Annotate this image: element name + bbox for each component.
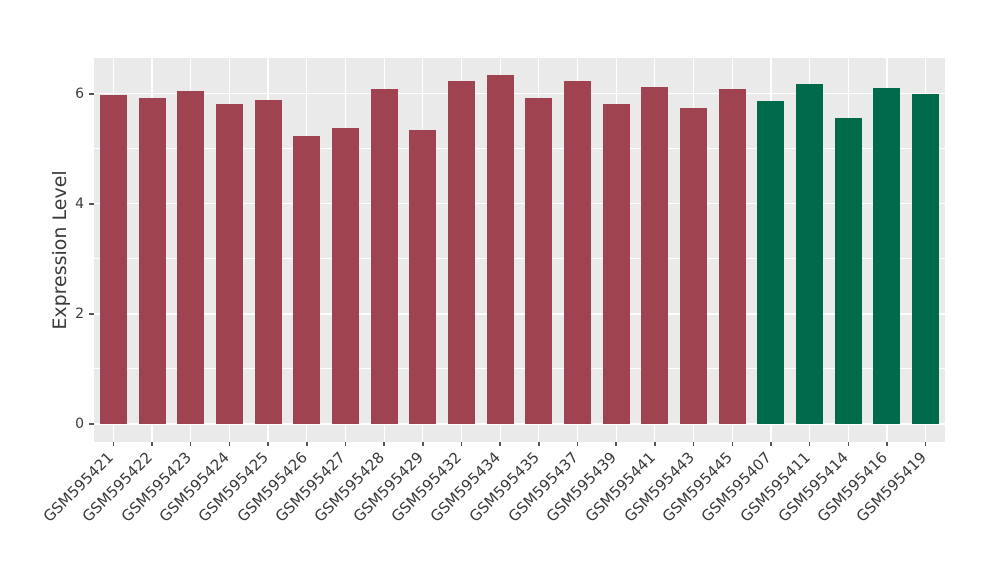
minor-gridline	[94, 148, 945, 150]
x-tick	[344, 442, 347, 446]
bar	[254, 100, 282, 424]
x-tick	[228, 442, 231, 446]
x-tick	[422, 442, 424, 446]
y-axis-title: Expression Level	[49, 170, 71, 330]
major-gridline	[94, 313, 945, 315]
major-gridline	[94, 93, 945, 95]
x-tick	[924, 442, 927, 446]
y-tick	[89, 203, 94, 205]
bar	[331, 127, 359, 424]
y-tick-label: 4	[75, 195, 84, 212]
x-tick	[306, 442, 308, 446]
bar	[718, 89, 746, 424]
x-tick	[267, 442, 269, 446]
bar	[641, 87, 669, 424]
major-gridline	[94, 203, 945, 205]
x-tick	[615, 442, 617, 446]
bar	[680, 107, 708, 424]
x-tick	[576, 442, 579, 446]
bar	[525, 98, 553, 424]
y-tick-label: 2	[75, 305, 84, 322]
y-tick	[89, 93, 94, 95]
bar	[447, 80, 475, 424]
y-tick	[89, 423, 94, 425]
y-tick	[89, 313, 94, 315]
x-tick	[731, 442, 733, 446]
x-tick	[654, 442, 656, 446]
bar	[138, 98, 166, 424]
x-tick	[499, 442, 501, 446]
bar	[486, 74, 514, 424]
bar	[409, 129, 437, 424]
x-tick	[886, 442, 888, 446]
bar	[293, 135, 321, 424]
x-tick	[383, 442, 385, 446]
x-tick	[770, 442, 772, 446]
x-tick	[189, 442, 192, 446]
bar	[564, 81, 592, 424]
bar	[912, 93, 940, 424]
y-tick-label: 0	[75, 415, 84, 432]
bar	[796, 83, 824, 424]
x-tick	[151, 442, 153, 446]
bar	[370, 88, 398, 424]
bar	[215, 104, 243, 424]
bar	[834, 117, 862, 424]
y-tick-label: 6	[75, 85, 84, 102]
bar	[757, 101, 785, 424]
minor-gridline	[94, 368, 945, 370]
major-gridline	[94, 423, 945, 425]
x-tick	[692, 442, 695, 446]
bar	[177, 91, 205, 424]
bar	[873, 87, 901, 424]
minor-gridline	[94, 258, 945, 260]
bar	[602, 104, 630, 424]
x-tick	[538, 442, 540, 446]
bar	[99, 94, 127, 424]
x-tick	[460, 442, 463, 446]
x-tick	[808, 442, 811, 446]
x-tick	[847, 442, 850, 446]
x-tick	[112, 442, 115, 446]
